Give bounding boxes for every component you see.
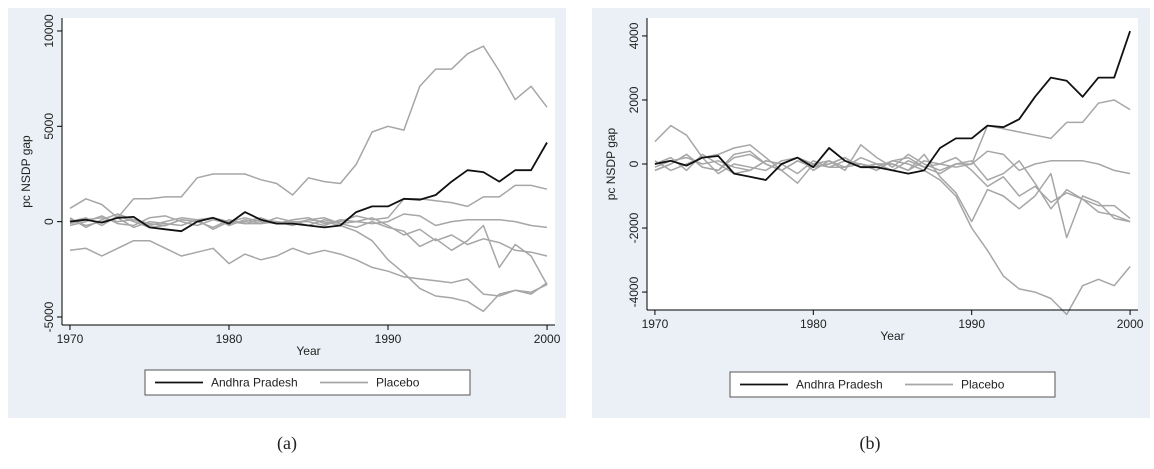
x-tick-label: 1990 xyxy=(375,332,402,346)
y-axis-label: pc NSDP gap xyxy=(19,135,33,208)
x-axis-label: Year xyxy=(296,344,320,358)
placebo-line xyxy=(69,213,548,229)
placebo-line xyxy=(69,217,548,285)
placebo-line xyxy=(654,156,1131,219)
chart-panel: -4000 -2000 0 2000 4000 1970 1980 1990 2000 pc NS… xyxy=(592,8,1150,454)
y-tick-label: 0 xyxy=(42,218,56,225)
chart-panel: -5000 0 5000 10000 1970 1980 1990 2000 pc NSDP g… xyxy=(8,8,566,454)
x-tick-label: 1970 xyxy=(57,332,84,346)
placebo-line xyxy=(654,99,1131,184)
legend-label: Andhra Pradesh xyxy=(211,376,298,390)
x-tick-label: 1980 xyxy=(216,332,243,346)
series-line xyxy=(69,142,548,233)
legend-label: Placebo xyxy=(961,378,1005,392)
y-tick-label: -2000 xyxy=(627,212,641,243)
x-tick-label: 2000 xyxy=(534,332,561,346)
placebo-line xyxy=(69,239,548,297)
y-tick-label: 2000 xyxy=(627,86,641,113)
series-line xyxy=(654,30,1131,181)
y-tick-label: -5000 xyxy=(42,301,56,332)
x-tick-label: 2000 xyxy=(1117,317,1144,331)
y-tick-label: 0 xyxy=(627,160,641,167)
caption: (b) xyxy=(860,433,881,454)
legend-label: Andhra Pradesh xyxy=(796,378,883,392)
caption: (a) xyxy=(277,433,297,454)
placebo-line xyxy=(69,45,548,219)
y-tick-label: 10000 xyxy=(42,14,56,48)
y-axis-label: pc NSDP gap xyxy=(604,127,618,200)
x-tick-label: 1990 xyxy=(958,317,985,331)
x-tick-label: 1980 xyxy=(800,317,827,331)
y-tick-label: 4000 xyxy=(627,22,641,49)
x-axis-label: Year xyxy=(880,329,904,343)
placebo-line xyxy=(69,184,548,231)
x-tick-label: 1970 xyxy=(642,317,669,331)
y-tick-label: -4000 xyxy=(627,276,641,307)
placebo-line xyxy=(654,150,1131,239)
legend-label: Placebo xyxy=(376,376,420,390)
y-tick-label: 5000 xyxy=(42,113,56,140)
